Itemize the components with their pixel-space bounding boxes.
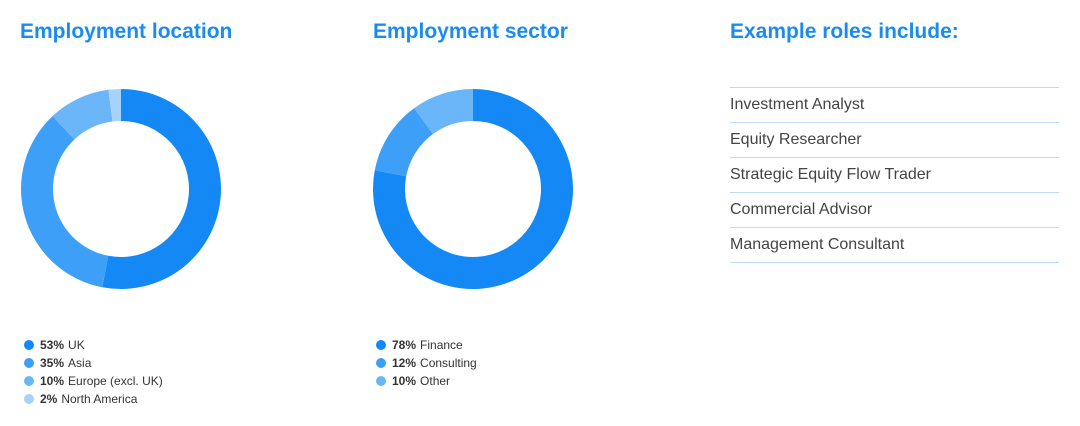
legend-item: 10% Europe (excl. UK) [24,372,163,390]
employment-location-legend: 53% UK 35% Asia 10% Europe (excl. UK) 2% North … [24,336,163,408]
legend-swatch [376,376,386,386]
legend-percent: 53% [40,338,65,352]
roles-top-divider [730,87,1059,88]
legend-label: Europe (excl. UK) [68,374,163,388]
example-roles-heading: Example roles include: [730,20,959,43]
legend-percent: 78% [392,338,417,352]
example-roles-list: Investment Analyst Equity Researcher Str… [730,87,1059,263]
legend-label: Other [420,374,451,388]
location-slice-north-america [108,89,121,122]
sector-slice-other [414,89,473,134]
role-item: Investment Analyst [730,88,1059,123]
legend-label: Finance [420,338,463,352]
legend-swatch [24,340,34,350]
employment-sector-donut-chart [373,89,573,289]
legend-label: Asia [68,356,92,370]
legend-item: 12% Consulting [376,354,477,372]
legend-swatch [24,394,34,404]
legend-label: Consulting [420,356,477,370]
sector-slice-finance [373,89,573,289]
legend-item: 53% UK [24,336,163,354]
role-item: Equity Researcher [730,123,1059,158]
legend-swatch [24,358,34,368]
legend-label: UK [68,338,85,352]
legend-item: 10% Other [376,372,477,390]
sector-slice-consulting [374,108,434,177]
employment-sector-legend: 78% Finance 12% Consulting 10% Other [376,336,477,390]
employment-location-heading: Employment location [20,20,233,43]
employment-location-donut-chart [21,89,222,289]
legend-percent: 35% [40,356,65,370]
legend-item: 35% Asia [24,354,163,372]
legend-percent: 2% [40,392,58,406]
legend-percent: 10% [392,374,417,388]
legend-percent: 12% [392,356,417,370]
legend-swatch [376,358,386,368]
role-item: Management Consultant [730,228,1059,263]
employment-sector-heading: Employment sector [373,20,568,43]
role-item: Strategic Equity Flow Trader [730,158,1059,193]
legend-swatch [24,376,34,386]
location-slice-asia [21,116,109,288]
legend-item: 78% Finance [376,336,477,354]
role-item: Commercial Advisor [730,193,1059,228]
legend-swatch [376,340,386,350]
location-slice-uk [102,89,222,289]
legend-item: 2% North America [24,390,163,408]
location-slice-europe-excl-uk [52,89,113,140]
legend-percent: 10% [40,374,65,388]
legend-label: North America [61,392,138,406]
